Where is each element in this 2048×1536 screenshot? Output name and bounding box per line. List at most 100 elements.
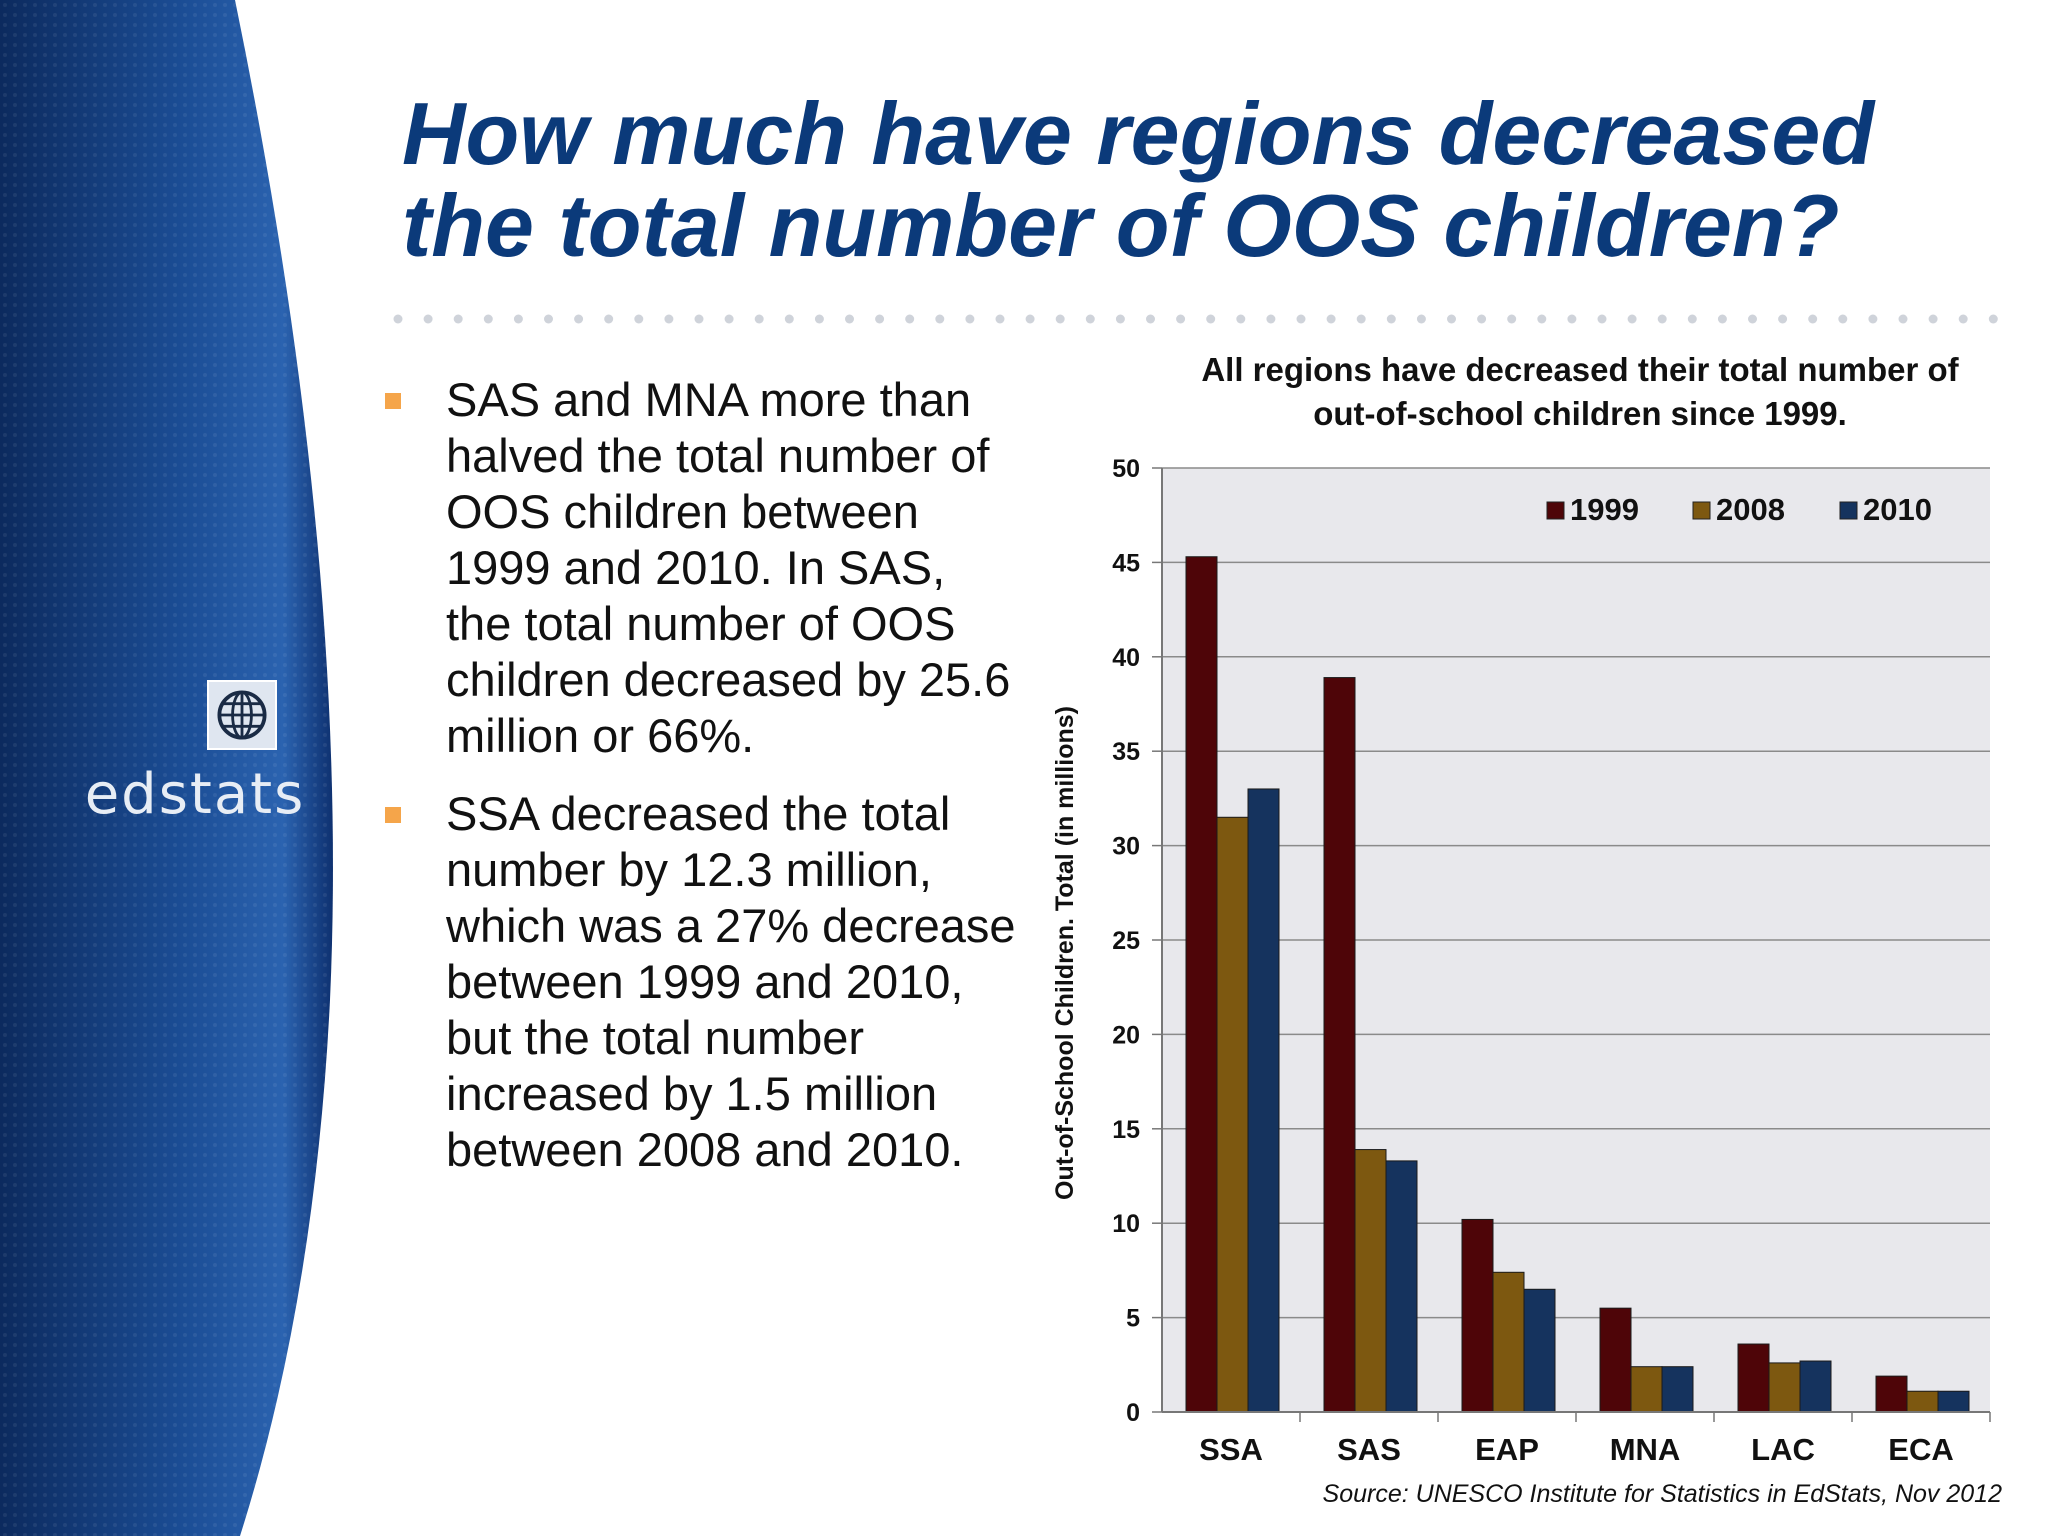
x-tick-label: LAC: [1751, 1432, 1815, 1467]
legend-label-2008: 2008: [1716, 492, 1785, 527]
y-tick-label: 5: [1126, 1305, 1140, 1333]
divider-dot: [1326, 314, 1336, 324]
divider-dot: [1146, 314, 1155, 324]
chart-title-line-2: out-of-school children since 1999.: [1313, 395, 1847, 432]
divider-dot: [1266, 314, 1276, 324]
bullet-marker-icon: [385, 807, 401, 823]
legend-label-2010: 2010: [1863, 492, 1932, 527]
bar-sas-2008: [1354, 1149, 1387, 1413]
divider-dot: [574, 314, 584, 324]
divider-dot: [905, 314, 915, 324]
y-tick-label: 50: [1112, 455, 1140, 483]
bullet-marker-icon: [385, 393, 401, 409]
bar-sas-2010: [1385, 1160, 1418, 1413]
divider-dot: [1507, 314, 1517, 324]
divider-dot: [1236, 314, 1246, 324]
divider-dot: [1085, 314, 1095, 324]
slide-title: How much have regions decreased the tota…: [402, 84, 1875, 275]
bar-mna-2010: [1661, 1366, 1694, 1413]
y-tick-label: 10: [1112, 1210, 1140, 1238]
divider-dot: [724, 314, 734, 324]
divider-dot: [1176, 314, 1186, 324]
divider-dot: [1537, 314, 1547, 324]
side-panel-background: [0, 0, 333, 1536]
divider-dot: [754, 314, 764, 324]
bar-eca-1999: [1875, 1375, 1908, 1413]
divider-dot: [694, 314, 704, 324]
y-tick-label: 30: [1112, 833, 1140, 861]
bar-mna-2008: [1630, 1366, 1663, 1413]
chart-title-line-1: All regions have decreased their total n…: [1201, 351, 1959, 388]
divider-dot: [513, 314, 523, 324]
x-tick-label: ECA: [1888, 1432, 1953, 1467]
legend-swatch-1999: [1546, 501, 1565, 520]
divider-dot: [1206, 314, 1216, 324]
legend-swatch-2010: [1839, 501, 1858, 520]
axes: [1152, 467, 1991, 1422]
bar-eap-2010: [1523, 1288, 1556, 1413]
bar-eca-2010: [1937, 1390, 1970, 1413]
divider-dot: [664, 314, 674, 324]
bar-ssa-2010: [1247, 788, 1280, 1413]
divider-dot: [935, 314, 945, 324]
divider-dot: [1687, 314, 1697, 324]
y-axis-title: Out-of-School Children. Total (in millio…: [1051, 706, 1079, 1200]
divider-dot: [1055, 314, 1065, 324]
gridlines: [1162, 467, 1990, 1319]
divider-dot: [845, 314, 854, 324]
divider-dot: [1416, 314, 1426, 324]
chart-source: Source: UNESCO Institute for Statistics …: [1323, 1480, 2003, 1508]
divider-dot: [784, 314, 794, 324]
y-tick-label: 0: [1126, 1399, 1140, 1427]
x-tick-label: SSA: [1199, 1432, 1263, 1467]
divider-dot: [1748, 314, 1757, 324]
globe-icon: [207, 680, 277, 750]
divider-dot: [1447, 314, 1456, 324]
divider-dot: [1386, 314, 1396, 324]
bar-eca-2008: [1906, 1390, 1939, 1413]
bar-ssa-2008: [1216, 816, 1249, 1413]
divider-dot: [1567, 314, 1577, 324]
bar-eap-2008: [1492, 1271, 1525, 1413]
y-tick-label: 15: [1112, 1116, 1140, 1144]
divider-dot: [1356, 314, 1366, 324]
bullet-item: SSA decreased the total number by 12.3 m…: [380, 786, 1020, 1178]
divider-dot: [1778, 314, 1788, 324]
divider-dot: [1025, 314, 1035, 324]
y-tick-label: 45: [1112, 549, 1140, 577]
divider-dot: [1657, 314, 1667, 324]
bar-sas-1999: [1323, 677, 1356, 1413]
bullet-item: SAS and MNA more than halved the total n…: [380, 372, 1020, 764]
x-tick-label: MNA: [1610, 1432, 1681, 1467]
bullet-list: SAS and MNA more than halved the total n…: [380, 372, 1020, 1200]
title-divider: [393, 314, 1998, 324]
bar-eap-1999: [1461, 1218, 1494, 1413]
divider-dot: [423, 314, 433, 324]
divider-dot: [544, 314, 553, 324]
divider-dot: [814, 314, 824, 324]
x-tick-label: EAP: [1475, 1432, 1539, 1467]
divider-dot: [1296, 314, 1306, 324]
divider-dot: [1808, 314, 1818, 324]
divider-dot: [483, 314, 493, 324]
divider-dot: [1477, 314, 1487, 324]
divider-dot: [1928, 314, 1938, 324]
y-tick-label: 20: [1112, 1021, 1140, 1049]
bar-lac-1999: [1737, 1343, 1770, 1413]
bars: [1185, 556, 1970, 1413]
y-tick-label: 40: [1112, 644, 1140, 672]
bullet-text: SAS and MNA more than halved the total n…: [446, 373, 1011, 762]
divider-dot: [604, 314, 614, 324]
x-tick-label: SAS: [1337, 1432, 1401, 1467]
divider-dot: [995, 314, 1005, 324]
y-tick-label: 35: [1112, 738, 1140, 766]
bar-ssa-1999: [1185, 556, 1218, 1413]
divider-dot: [965, 314, 975, 324]
bullet-text: SSA decreased the total number by 12.3 m…: [446, 787, 1016, 1176]
divider-dot: [1115, 314, 1125, 324]
legend-label-1999: 1999: [1570, 492, 1639, 527]
divider-dot: [1597, 314, 1607, 324]
divider-dot: [393, 314, 403, 324]
divider-dot: [1868, 314, 1878, 324]
divider-dot: [1898, 314, 1908, 324]
